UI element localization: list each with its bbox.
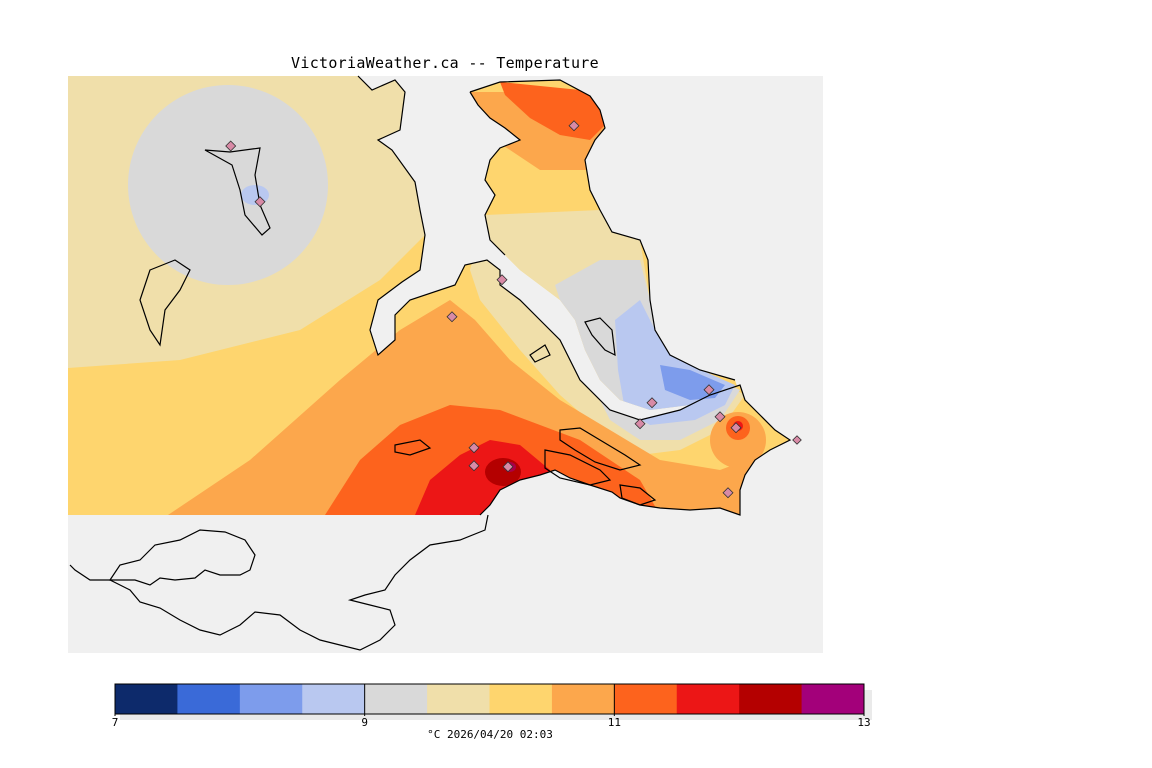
station-marker[interactable]: [225, 140, 237, 152]
station-marker[interactable]: [714, 411, 726, 423]
station-marker[interactable]: [496, 274, 508, 286]
legend-swatch: [551, 684, 615, 714]
legend-tick-label: 11: [608, 716, 621, 729]
legend-swatch: [801, 684, 865, 714]
legend-swatch: [239, 684, 303, 714]
station-marker[interactable]: [722, 487, 734, 499]
legend-swatch: [739, 684, 803, 714]
legend-tick-label: 7: [112, 716, 119, 729]
station-marker[interactable]: [468, 442, 480, 454]
legend-swatch: [676, 684, 740, 714]
station-marker[interactable]: [446, 311, 458, 323]
map-title: VictoriaWeather.ca -- Temperature: [291, 54, 599, 72]
station-marker[interactable]: [502, 461, 514, 473]
station-marker[interactable]: [703, 384, 715, 396]
station-marker[interactable]: [730, 422, 742, 434]
station-marker[interactable]: [792, 435, 802, 445]
legend-swatch: [427, 684, 490, 714]
legend-swatch: [364, 684, 428, 714]
coastline: [69, 75, 792, 651]
legend-footer: °C 2026/04/20 02:03: [427, 728, 553, 741]
legend-swatch: [115, 684, 178, 714]
station-marker[interactable]: [646, 397, 658, 409]
legend-swatch: [614, 684, 678, 714]
legend-tick-label: 13: [857, 716, 870, 729]
legend-swatches: [114, 683, 865, 715]
legend-swatch: [177, 684, 241, 714]
legend-tick-label: 9: [361, 716, 368, 729]
station-marker[interactable]: [254, 196, 266, 208]
station-marker[interactable]: [634, 418, 646, 430]
legend-ticks: 7 9 11 13: [112, 684, 871, 729]
station-marker[interactable]: [468, 460, 480, 472]
no-data-area: [68, 515, 488, 653]
legend-swatch: [302, 684, 366, 714]
legend-swatch: [489, 684, 553, 714]
station-marker[interactable]: [568, 120, 580, 132]
weather-stations: [225, 120, 802, 499]
